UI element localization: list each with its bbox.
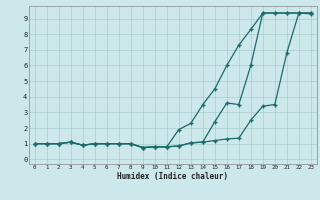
X-axis label: Humidex (Indice chaleur): Humidex (Indice chaleur) — [117, 172, 228, 181]
